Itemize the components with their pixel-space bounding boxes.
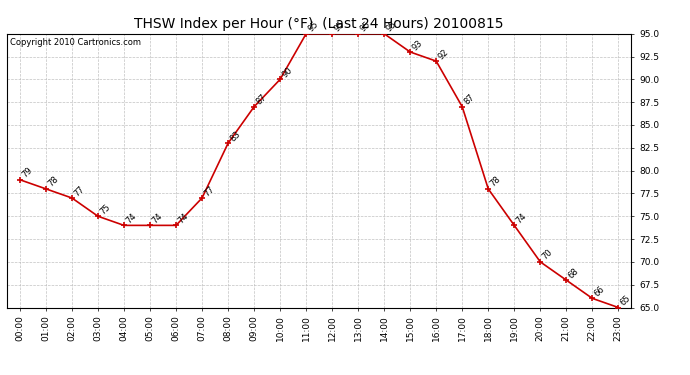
Text: 75: 75: [98, 202, 112, 216]
Text: 93: 93: [410, 38, 424, 52]
Text: 74: 74: [514, 211, 528, 225]
Text: 70: 70: [540, 248, 554, 262]
Text: 74: 74: [124, 211, 138, 225]
Text: 78: 78: [489, 175, 502, 189]
Text: 78: 78: [46, 175, 60, 189]
Text: 74: 74: [150, 211, 164, 225]
Text: 95: 95: [358, 20, 372, 34]
Text: 77: 77: [72, 184, 86, 198]
Text: 92: 92: [436, 47, 450, 61]
Text: 65: 65: [618, 294, 632, 308]
Text: Copyright 2010 Cartronics.com: Copyright 2010 Cartronics.com: [10, 38, 141, 47]
Text: 90: 90: [280, 66, 294, 80]
Text: 83: 83: [228, 129, 242, 143]
Text: 79: 79: [20, 166, 34, 180]
Title: THSW Index per Hour (°F)  (Last 24 Hours) 20100815: THSW Index per Hour (°F) (Last 24 Hours)…: [135, 17, 504, 31]
Text: 95: 95: [332, 20, 346, 34]
Text: 77: 77: [202, 184, 216, 198]
Text: 87: 87: [462, 93, 476, 107]
Text: 95: 95: [384, 20, 398, 34]
Text: 66: 66: [592, 284, 607, 298]
Text: 68: 68: [566, 266, 580, 280]
Text: 87: 87: [254, 93, 268, 107]
Text: 95: 95: [306, 20, 320, 34]
Text: 74: 74: [176, 211, 190, 225]
